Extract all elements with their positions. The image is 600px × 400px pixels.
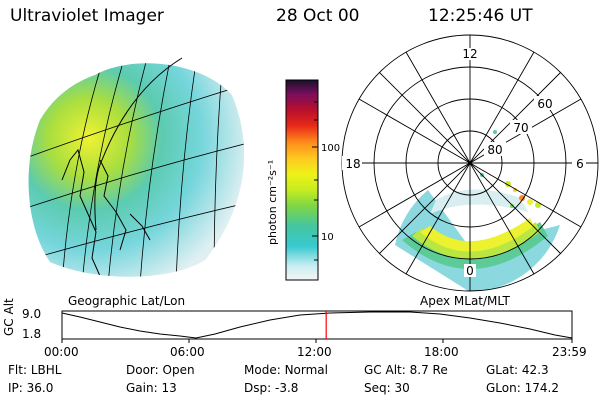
info-ip: IP: 36.0: [8, 381, 54, 395]
info-glon: GLon: 174.2: [486, 381, 559, 395]
mlat-label-70: 70: [513, 121, 528, 135]
timeline-ticks: [61, 339, 573, 343]
info-gc-alt: GC Alt: 8.7 Re: [364, 363, 448, 377]
timeline-tick-0600: 06:00: [170, 345, 205, 359]
image-date: 28 Oct 00: [276, 6, 360, 26]
mlt-label-6: 6: [576, 157, 584, 171]
timeline-tick-1800: 18:00: [424, 345, 459, 359]
apex-caption: Apex MLat/MLT: [420, 294, 510, 308]
info-dsp: Dsp: -3.8: [244, 381, 299, 395]
info-glat: GLat: 42.3: [486, 363, 549, 377]
info-flt: Flt: LBHL: [8, 363, 62, 377]
timeline-ylabel: GC Alt: [2, 298, 16, 336]
instrument-title: Ultraviolet Imager: [10, 6, 164, 26]
colorbar-tick-100: 100: [321, 143, 340, 154]
timeline-ymax: 9.0: [22, 307, 42, 321]
timeline-tick-0000: 00:00: [44, 345, 79, 359]
geographic-caption: Geographic Lat/Lon: [68, 294, 186, 308]
timeline-ymin: 1.8: [22, 327, 42, 341]
altitude-curve: [61, 311, 573, 339]
info-gain: Gain: 13: [126, 381, 177, 395]
colorbar-tick-10: 10: [321, 232, 334, 243]
mlt-label-0: 0: [466, 264, 474, 278]
image-time: 12:25:46 UT: [428, 6, 533, 26]
mlat-label-80: 80: [487, 143, 502, 157]
mlat-label-60: 60: [537, 97, 552, 111]
timeline-tick-1200: 12:00: [297, 345, 332, 359]
timeline-tick-2359: 23:59: [552, 345, 587, 359]
mlt-label-12: 12: [462, 47, 477, 61]
colorbar: [285, 79, 319, 281]
info-door: Door: Open: [126, 363, 195, 377]
altitude-timeline-frame: [61, 310, 573, 340]
info-seq: Seq: 30: [364, 381, 410, 395]
apex-polar-plot: 12 18 6 0 60 70 80: [341, 34, 599, 292]
colorbar-unit-label: photon cm⁻²s⁻¹: [266, 160, 279, 245]
mlt-label-18: 18: [345, 157, 360, 171]
geographic-image: [28, 57, 245, 277]
info-mode: Mode: Normal: [244, 363, 328, 377]
